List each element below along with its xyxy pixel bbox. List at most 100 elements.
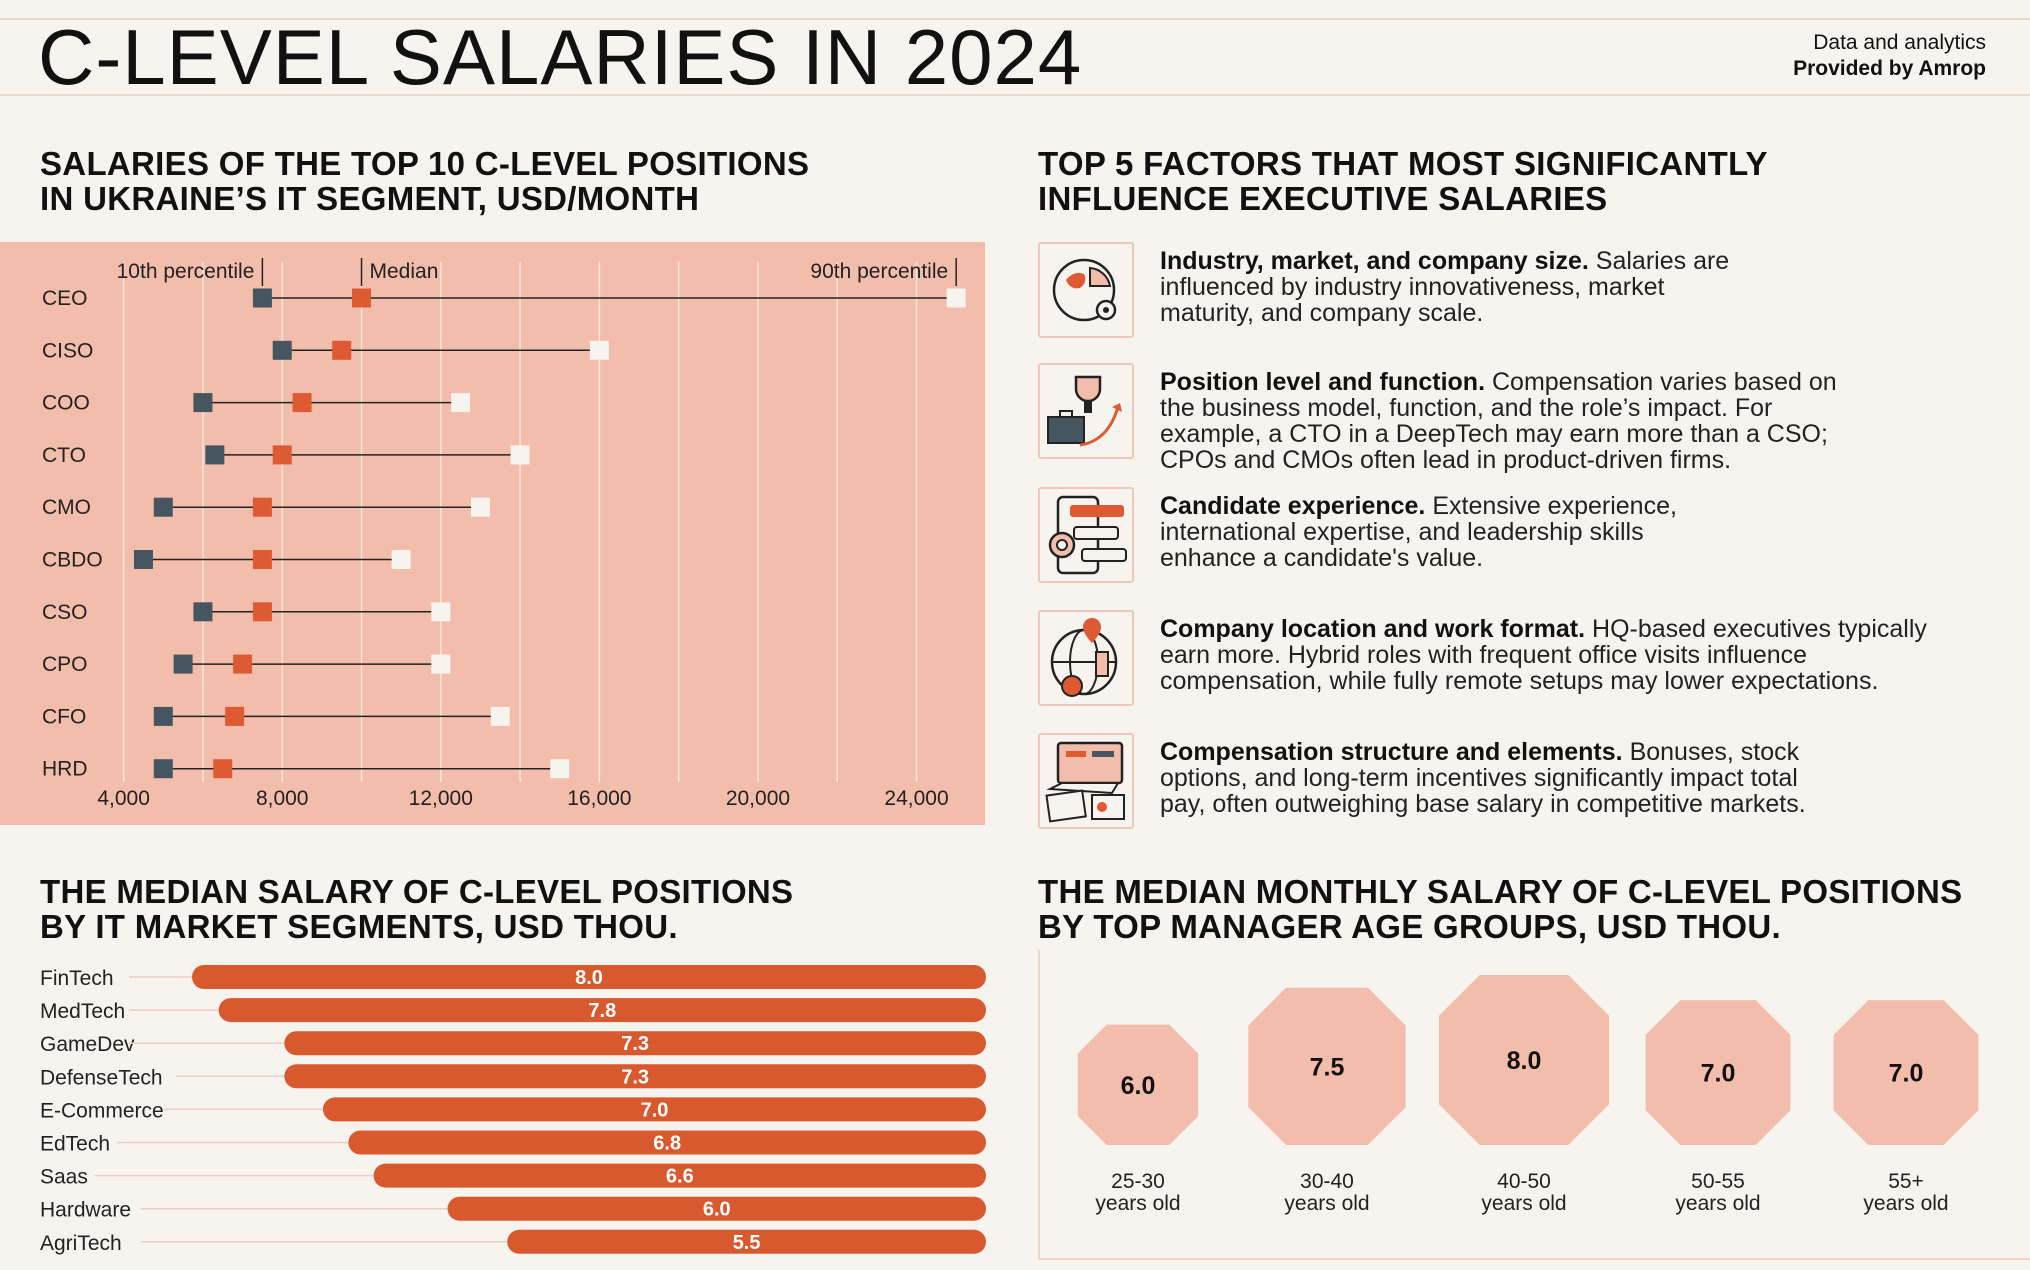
factor-text-4: Company location and work format. HQ-bas…: [1160, 616, 2020, 694]
age-range-label: 30-40: [1300, 1170, 1354, 1193]
row-label: CSO: [42, 601, 88, 624]
row-label: CTO: [42, 444, 86, 467]
segment-value-label: 5.5: [733, 1232, 761, 1254]
age-value-label: 6.0: [1121, 1072, 1156, 1100]
p10-marker: [205, 445, 225, 465]
row-label: CFO: [42, 705, 86, 728]
median-marker: [332, 340, 352, 360]
factor-line: CPOs and CMOs often lead in product-driv…: [1160, 446, 1732, 474]
title-rule: [0, 94, 2030, 96]
top-rule: [0, 18, 2030, 20]
factors-title-line-2: INFLUENCE EXECUTIVE SALARIES: [1038, 180, 1608, 217]
dumbbell-chart-panel: 4,000 8,000 12,000 16,000 20,000 24,000 10th p…: [0, 242, 985, 825]
rating-profile-icon: [1038, 487, 1134, 583]
age-unit-label: years old: [1675, 1192, 1760, 1215]
factor-text-1: Industry, market, and company size. Sala…: [1160, 248, 2020, 326]
p10-marker: [193, 393, 213, 413]
age-value-label: 7.0: [1889, 1060, 1924, 1088]
age-value-label: 7.5: [1310, 1053, 1345, 1081]
segment-bar: [218, 998, 986, 1023]
p10-marker: [153, 759, 173, 779]
p10-marker: [193, 602, 213, 622]
segment-label: GameDev: [40, 1033, 135, 1056]
median-marker: [272, 445, 292, 465]
ages-title-line-2: BY TOP MANAGER AGE GROUPS, USD THOU.: [1038, 908, 1782, 945]
p90-marker: [391, 550, 411, 569]
trophy-briefcase-icon: [1038, 363, 1134, 459]
factor-heading: Compensation structure and elements.: [1160, 738, 1623, 766]
segment-value-label: 7.0: [641, 1099, 669, 1121]
median-marker: [252, 497, 272, 517]
row-label: CBDO: [42, 549, 103, 572]
p10-marker: [153, 497, 173, 517]
median-marker: [252, 550, 272, 569]
x-tick-label: 12,000: [409, 787, 473, 810]
factors-section-title: TOP 5 FACTORS THAT MOST SIGNIFICANTLY IN…: [1038, 146, 1768, 216]
segment-bar: [348, 1130, 987, 1155]
ages-title-line-1: THE MEDIAN MONTHLY SALARY OF C-LEVEL POS…: [1038, 873, 1963, 910]
p90-marker: [946, 288, 966, 308]
factor-line: Compensation varies based on: [1491, 368, 1837, 396]
factor-line: international expertise, and leadership …: [1160, 518, 1644, 546]
dumbbell-chart: 4,000 8,000 12,000 16,000 20,000 24,000 10th p…: [42, 258, 966, 810]
median-marker: [233, 654, 253, 674]
p90-marker: [490, 706, 510, 726]
page-title: C-LEVEL SALARIES IN 2024: [38, 13, 1083, 101]
median-marker: [352, 288, 372, 308]
x-tick-label: 24,000: [884, 787, 948, 810]
age-octagon: [1248, 987, 1406, 1145]
factor-line: Bonuses, stock: [1629, 738, 1800, 766]
legend-p90: 90th percentile: [810, 260, 948, 283]
factor-text-2: Position level and function. Compensatio…: [1160, 369, 2020, 473]
age-range-label: 55+: [1888, 1170, 1924, 1193]
segment-value-label: 7.8: [588, 1000, 616, 1022]
p90-marker: [550, 759, 570, 779]
factor-line: Extensive experience,: [1432, 492, 1677, 520]
factor-line: options, and long-term incentives signif…: [1160, 764, 1798, 792]
segment-label: AgriTech: [40, 1232, 122, 1255]
p10-marker: [133, 550, 153, 569]
age-unit-label: years old: [1095, 1192, 1180, 1215]
segment-label: Hardware: [40, 1199, 131, 1222]
segments-title-line-2: BY IT MARKET SEGMENTS, USD THOU.: [40, 908, 678, 945]
segment-bar-chart: FinTech 8.0 MedTech 7.8 GameDev 7.3 DefenseTec…: [40, 965, 987, 1255]
median-marker: [292, 393, 312, 413]
segment-label: Saas: [40, 1166, 88, 1189]
segment-label: E-Commerce: [40, 1099, 164, 1122]
row-label: CEO: [42, 287, 88, 310]
segment-value-label: 6.8: [653, 1133, 681, 1155]
segment-bar: [507, 1229, 986, 1254]
factor-heading: Industry, market, and company size.: [1160, 247, 1589, 275]
age-range-label: 50-55: [1691, 1170, 1745, 1193]
segment-value-label: 6.0: [703, 1199, 731, 1221]
p90-marker: [470, 497, 490, 517]
p10-marker: [272, 340, 292, 360]
legend-p10: 10th percentile: [117, 260, 255, 283]
segment-label: MedTech: [40, 1000, 125, 1023]
median-marker: [225, 706, 245, 726]
age-unit-label: years old: [1481, 1192, 1566, 1215]
p90-marker: [431, 654, 451, 674]
factor-line: earn more. Hybrid roles with frequent of…: [1160, 641, 1808, 669]
p90-marker: [431, 602, 451, 622]
row-label: CPO: [42, 653, 88, 676]
age-range-label: 40-50: [1497, 1170, 1551, 1193]
age-value-label: 8.0: [1507, 1047, 1542, 1075]
segment-bar: [447, 1196, 986, 1221]
age-value-label: 7.0: [1701, 1060, 1736, 1088]
row-label: COO: [42, 392, 90, 415]
segment-label: FinTech: [40, 967, 114, 990]
factor-line: influenced by industry innovativeness, m…: [1160, 273, 1665, 301]
factor-heading: Company location and work format.: [1160, 615, 1586, 643]
age-octagon: [1833, 1000, 1979, 1145]
factor-line: example, a CTO in a DeepTech may earn mo…: [1160, 420, 1828, 448]
age-groups-panel: 6.0 25-30 years old 7.5 30-40 years old 8.0 40-…: [1038, 950, 2030, 1260]
x-tick-label: 4,000: [97, 787, 150, 810]
credit-line-1: Data and analytics: [1813, 31, 1986, 54]
x-tick-label: 20,000: [726, 787, 790, 810]
factor-heading: Position level and function.: [1160, 368, 1486, 396]
age-unit-label: years old: [1284, 1192, 1369, 1215]
factor-line: HQ-based executives typically: [1592, 615, 1927, 643]
age-octagon: [1439, 975, 1609, 1145]
